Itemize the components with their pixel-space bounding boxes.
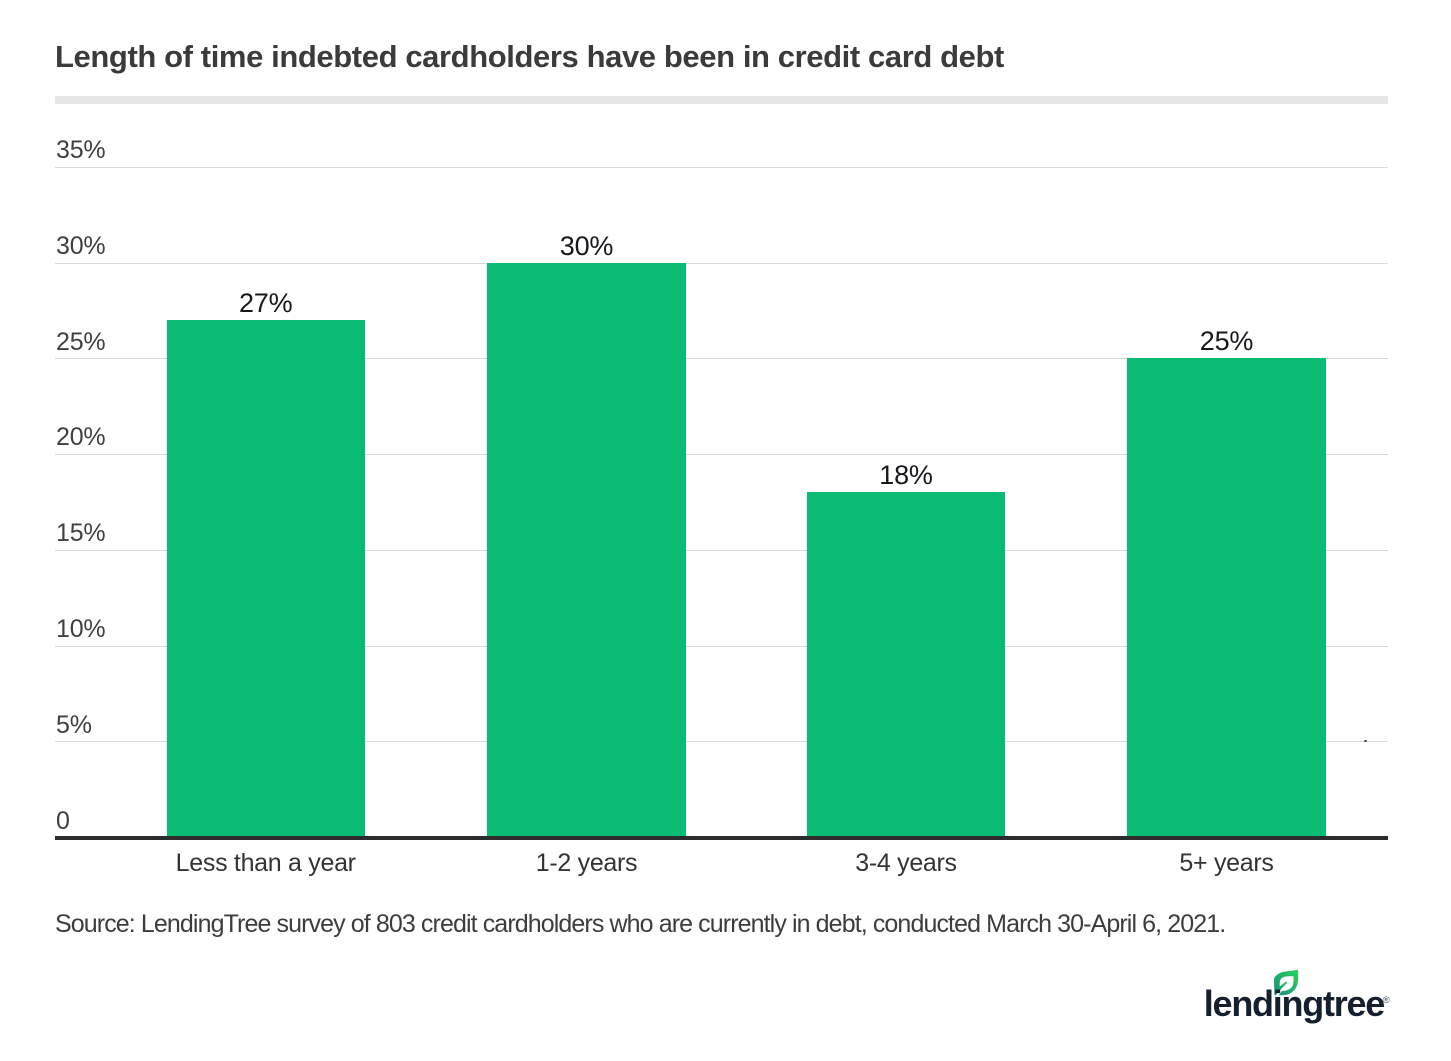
svg-text:®: ® <box>1383 995 1390 1006</box>
svg-text:lendingtree: lendingtree <box>1204 983 1385 1024</box>
